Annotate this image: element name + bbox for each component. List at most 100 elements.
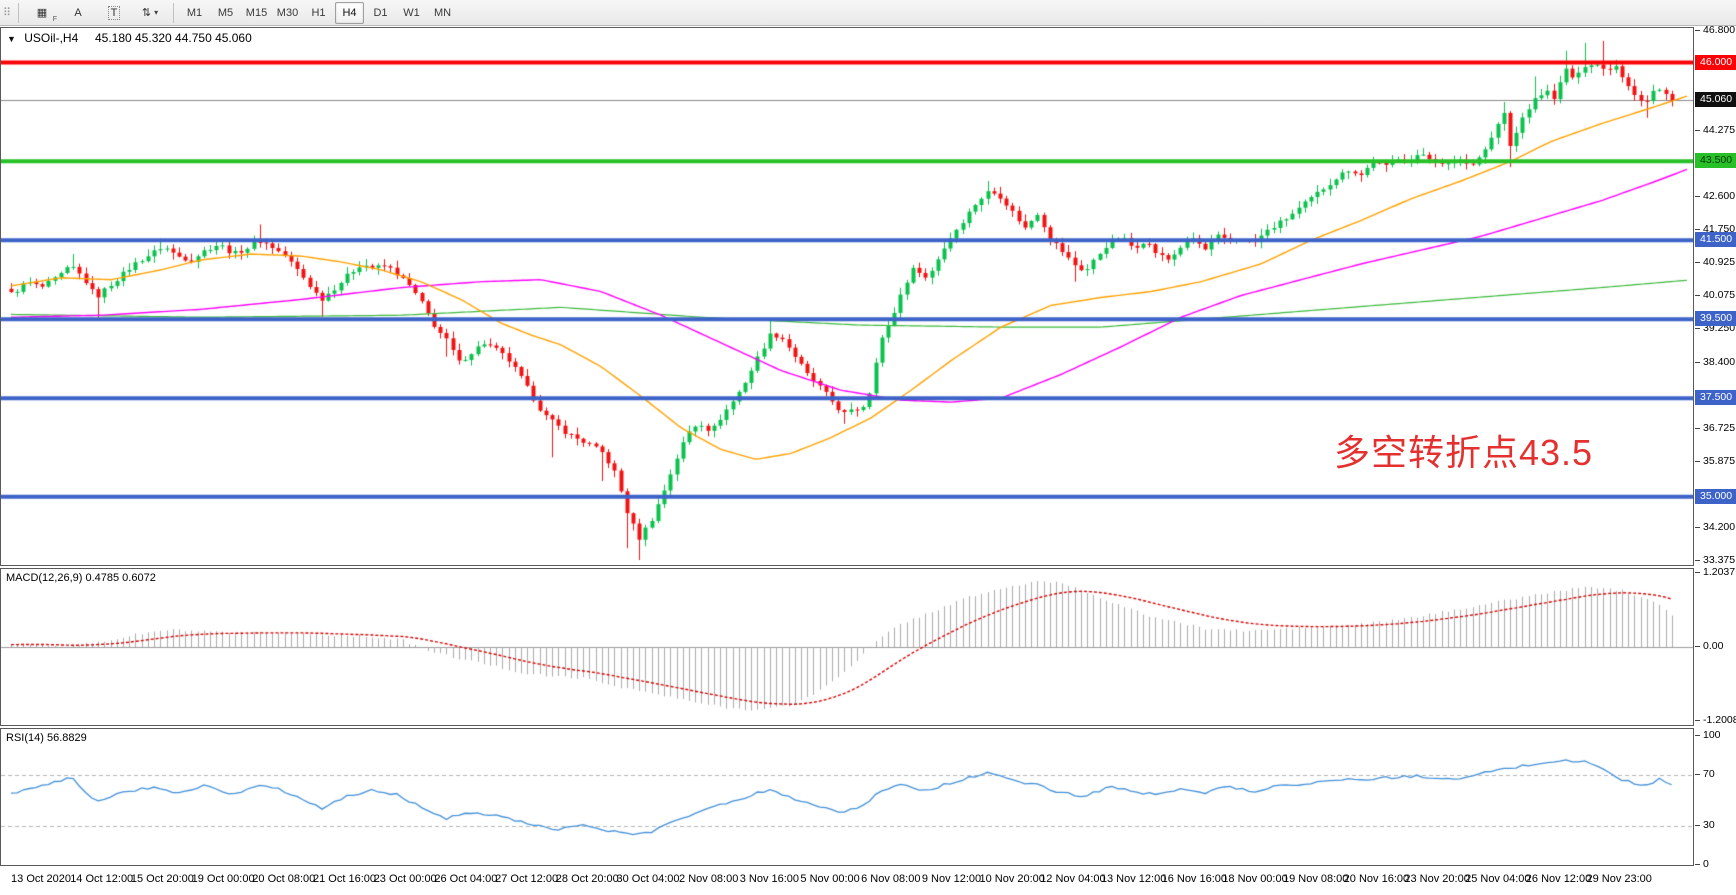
axis-tick-label: 42.600	[1703, 190, 1736, 202]
axis-tick-mark	[1695, 196, 1700, 197]
price-level-badge: 37.500	[1695, 390, 1736, 405]
axis-tick-mark	[1695, 229, 1700, 230]
date-tick-label: 28 Oct 20:00	[555, 873, 619, 885]
date-tick-label: 15 Oct 20:00	[130, 873, 194, 885]
date-tick-label: 26 Nov 12:00	[1525, 873, 1592, 885]
cursor-tools-icon: ⇅	[141, 7, 152, 19]
date-tick-label: 13 Oct 2020	[11, 873, 71, 885]
axis-tick-label: 40.075	[1703, 289, 1736, 301]
timeframe-h1-button[interactable]: H1	[311, 6, 326, 19]
symbol-period-label: USOil-,H4	[24, 31, 79, 45]
chevron-down-icon[interactable]: ▾	[154, 8, 159, 17]
timeframe-mn-button[interactable]: MN	[433, 6, 452, 19]
axis-tick-label: 34.200	[1703, 521, 1736, 533]
timeframe-group: M1 M5 M15 M30 H1 H4 D1 W1 MN	[180, 1, 457, 24]
rsi-label: RSI(14) 56.8829	[6, 732, 87, 744]
time-axis[interactable]: 13 Oct 2020 14 Oct 12:00 15 Oct 20:00 19 Oc…	[0, 868, 1694, 895]
price-chart-canvas[interactable]	[1, 28, 1693, 565]
price-level-badge: 39.500	[1695, 311, 1736, 326]
axis-tick-label: 0	[1703, 858, 1709, 870]
timeframe-m1-button[interactable]: M1	[186, 6, 203, 19]
text-tool-button[interactable]: T	[97, 2, 131, 24]
axis-tick-mark	[1695, 646, 1700, 647]
sub-label: F	[52, 15, 57, 23]
price-level-badge: 43.500	[1695, 153, 1736, 168]
axis-tick-mark	[1695, 262, 1700, 263]
axis-tick-mark	[1695, 461, 1700, 462]
date-tick-label: 23 Nov 20:00	[1404, 873, 1470, 885]
axis-tick-label: 33.375	[1703, 554, 1736, 566]
date-tick-label: 2 Nov 08:00	[679, 873, 739, 885]
price-level-badge: 45.060	[1695, 92, 1736, 107]
font-label-button[interactable]: A	[61, 2, 95, 24]
date-tick-label: 19 Nov 08:00	[1282, 873, 1349, 885]
collapse-caret-icon[interactable]: ▼	[7, 34, 16, 44]
font-label-icon: A	[74, 6, 82, 19]
chart-title: ▼ USOil-,H4 45.180 45.320 44.750 45.060	[7, 31, 252, 45]
axis-tick-label: 44.275	[1703, 124, 1736, 136]
axis-tick-label: 35.875	[1703, 455, 1736, 467]
price-axis[interactable]: 46.800 44.275 42.600 41.750 40.925 40.075 39.2…	[1695, 24, 1736, 566]
toolbar-separator	[173, 2, 174, 23]
axis-tick-label: 38.400	[1703, 356, 1736, 368]
axis-tick-label: 1.2037	[1703, 566, 1736, 578]
axis-tick-label: 100	[1703, 729, 1721, 741]
axis-tick-mark	[1695, 295, 1700, 296]
timeframe-m30-button[interactable]: M30	[276, 6, 299, 19]
axis-tick-mark	[1695, 735, 1700, 736]
rsi-axis[interactable]: 100 70 30 0	[1695, 728, 1736, 870]
axis-tick-label: -1.2008	[1703, 714, 1736, 726]
date-tick-label: 29 Nov 23:00	[1586, 873, 1652, 885]
axis-tick-mark	[1695, 720, 1700, 721]
date-tick-label: 30 Oct 04:00	[616, 873, 680, 885]
axis-tick-mark	[1695, 572, 1700, 573]
axis-tick-label: 30	[1703, 819, 1715, 831]
axis-tick-mark	[1695, 560, 1700, 561]
axis-tick-mark	[1695, 130, 1700, 131]
chart-template-button[interactable]: ▦ F	[25, 2, 59, 24]
axis-tick-mark	[1695, 825, 1700, 826]
toolbar-separator	[18, 2, 19, 23]
date-tick-label: 10 Nov 20:00	[979, 873, 1045, 885]
macd-panel: MACD(12,26,9) 0.4785 0.6072	[0, 568, 1694, 726]
timeframe-d1-button[interactable]: D1	[373, 6, 388, 19]
date-tick-label: 9 Nov 12:00	[921, 873, 982, 885]
toolbar: ⠿ ▦ F A T ⇅ ▾ M1 M5 M15 M30 H1 H4 D1 W1 MN	[0, 0, 1736, 26]
axis-tick-mark	[1695, 30, 1700, 31]
macd-axis[interactable]: 1.2037 0.00 -1.2008	[1695, 566, 1736, 726]
price-level-badge: 35.000	[1695, 489, 1736, 504]
date-tick-label: 20 Nov 16:00	[1343, 873, 1410, 885]
date-tick-label: 12 Nov 04:00	[1040, 873, 1106, 885]
date-tick-label: 27 Oct 12:00	[495, 873, 559, 885]
timeframe-m5-button[interactable]: M5	[217, 6, 234, 19]
text-tool-icon: T	[107, 5, 121, 20]
axis-tick-label: 0.00	[1703, 640, 1724, 652]
date-tick-label: 13 Nov 12:00	[1100, 873, 1167, 885]
rsi-panel: RSI(14) 56.8829	[0, 728, 1694, 866]
chart-template-icon: ▦	[36, 7, 48, 19]
price-level-badge: 46.000	[1695, 55, 1736, 70]
date-tick-label: 6 Nov 08:00	[861, 873, 921, 885]
date-tick-label: 20 Oct 08:00	[252, 873, 316, 885]
macd-label: MACD(12,26,9) 0.4785 0.6072	[6, 572, 156, 584]
date-tick-label: 25 Nov 04:00	[1465, 873, 1531, 885]
timeframe-m15-button[interactable]: M15	[245, 6, 268, 19]
cursor-tools-button[interactable]: ⇅ ▾	[133, 2, 167, 24]
axis-tick-label: 70	[1703, 768, 1715, 780]
axis-tick-label: 46.800	[1703, 24, 1736, 36]
ohlc-values: 45.180 45.320 44.750 45.060	[94, 31, 252, 45]
text-annotation[interactable]: 多空转折点43.5	[1334, 432, 1594, 473]
axis-tick-mark	[1695, 428, 1700, 429]
drawing-tools-group: ▦ F A T ⇅ ▾	[25, 2, 167, 24]
timeframe-w1-button[interactable]: W1	[403, 6, 420, 19]
timeframe-h4-button[interactable]: H4	[335, 1, 364, 24]
macd-canvas[interactable]	[1, 569, 1693, 725]
date-tick-label: 14 Oct 12:00	[70, 873, 134, 885]
date-tick-label: 23 Oct 00:00	[373, 873, 437, 885]
toolbar-drag-handle-icon[interactable]: ⠿	[2, 6, 12, 19]
rsi-canvas[interactable]	[1, 729, 1693, 865]
axis-tick-mark	[1695, 328, 1700, 329]
date-tick-label: 26 Oct 04:00	[434, 873, 498, 885]
axis-tick-mark	[1695, 527, 1700, 528]
